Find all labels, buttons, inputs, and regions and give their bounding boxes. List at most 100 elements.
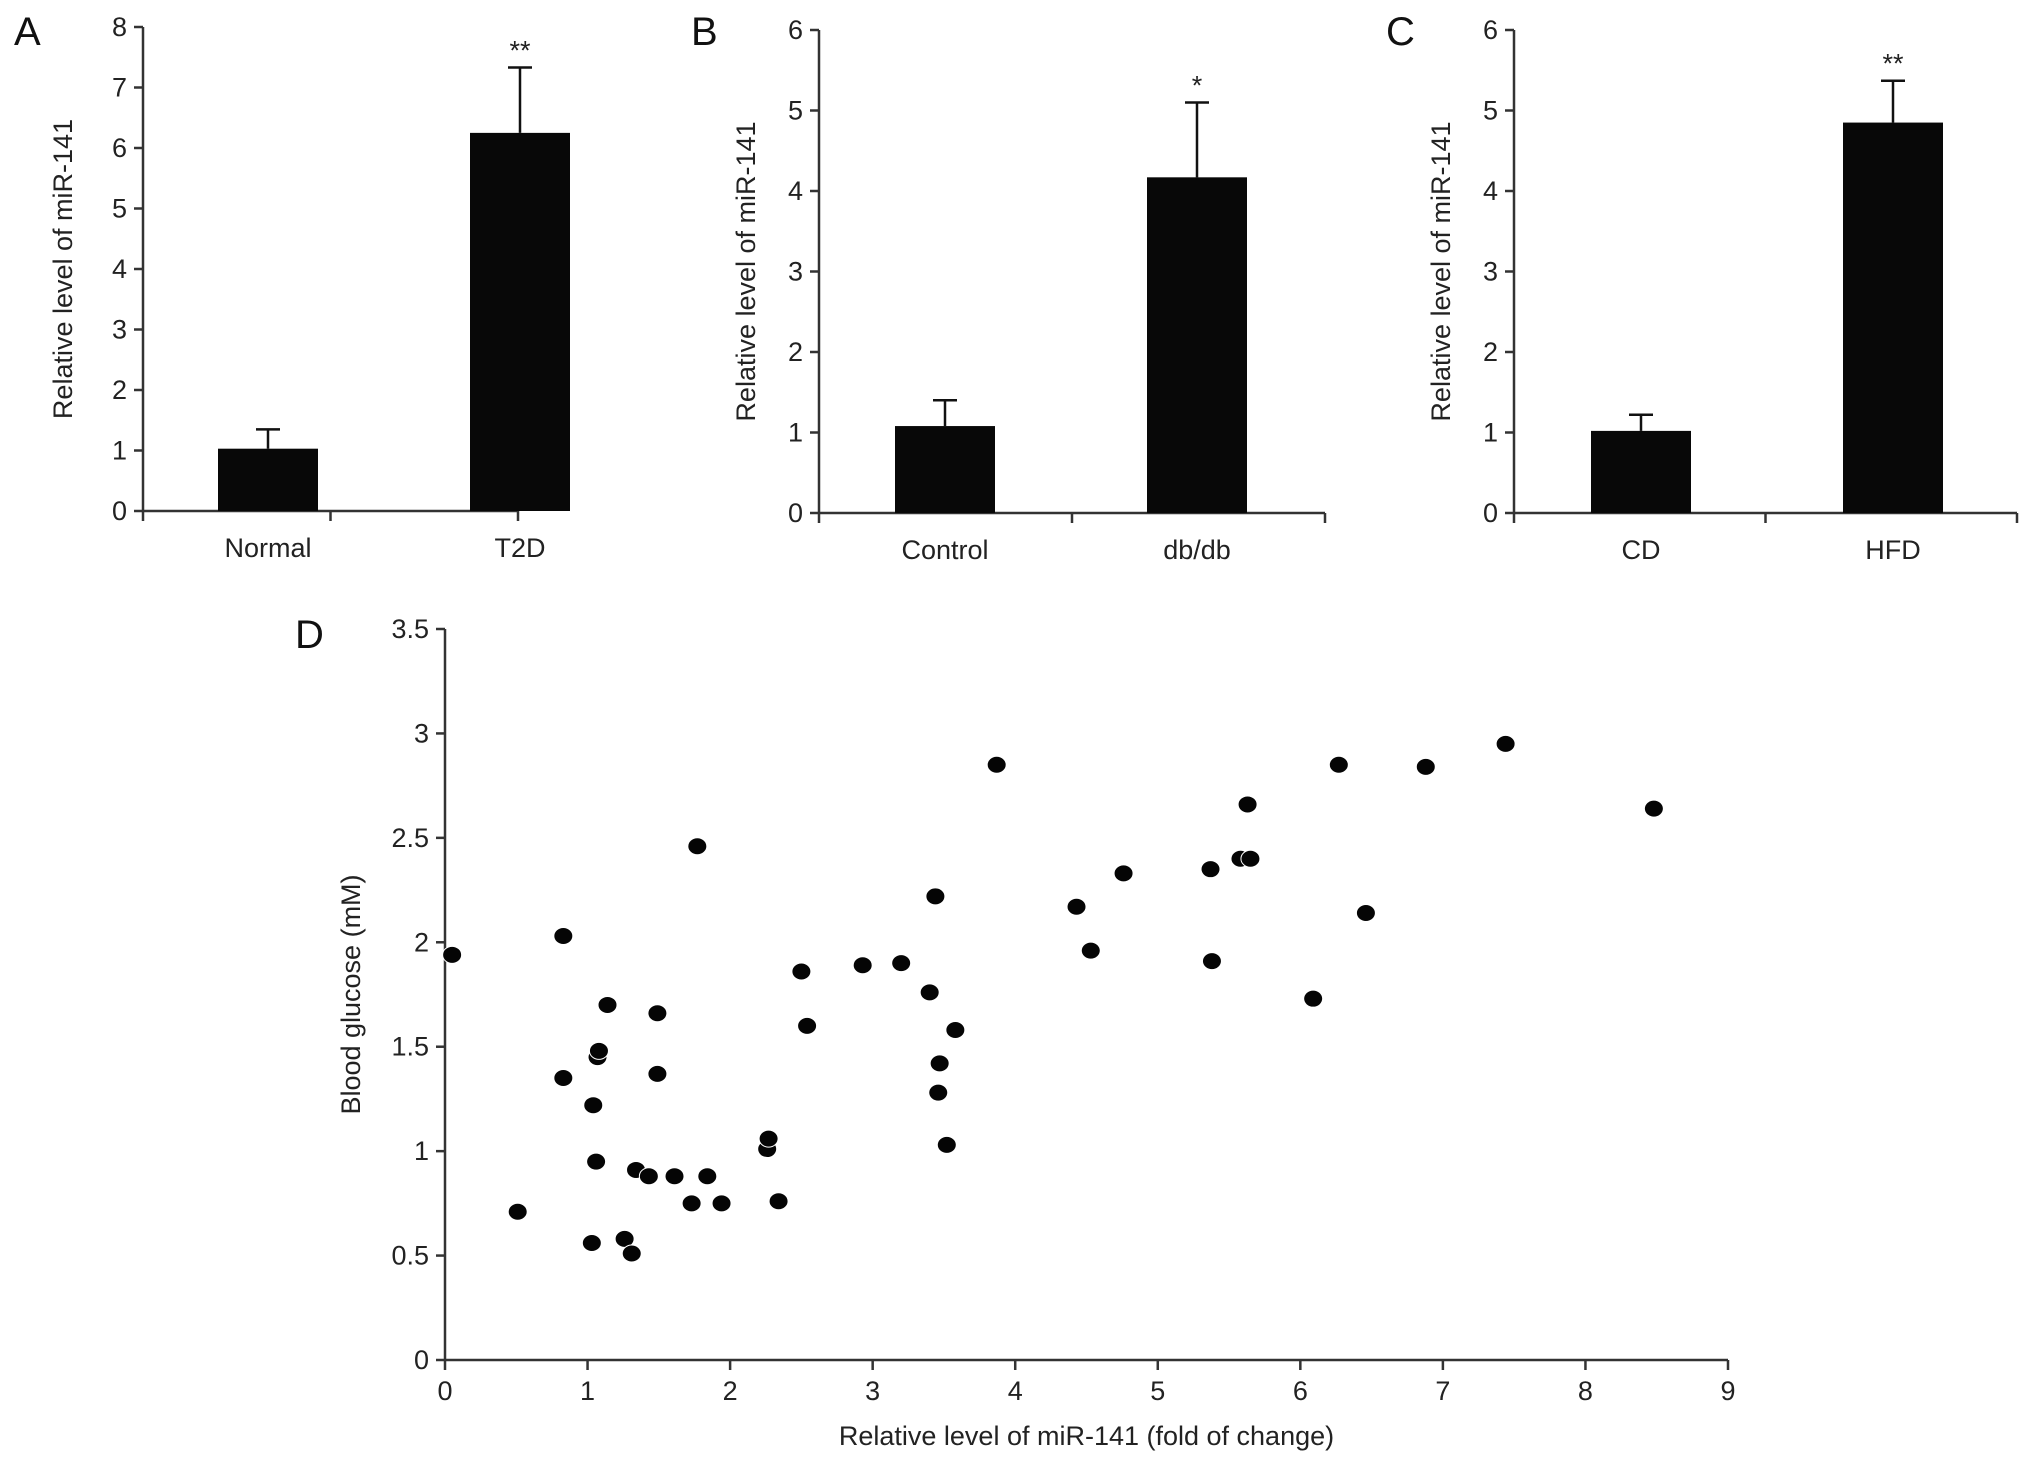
data-point [588, 1041, 609, 1060]
significance-marker: ** [509, 36, 531, 66]
y-tick-label: 5 [788, 96, 803, 126]
x-tick-label: db/db [1163, 535, 1231, 565]
x-tick-label: T2D [494, 533, 545, 563]
data-point [925, 887, 946, 906]
data-point [1200, 860, 1221, 879]
x-tick-label: Control [901, 535, 988, 565]
data-point [791, 962, 812, 981]
panel-label: C [1386, 10, 1415, 54]
y-axis-label: Blood glucose (mM) [336, 874, 366, 1114]
y-tick-label: 6 [112, 133, 127, 163]
bar-normal [218, 448, 318, 511]
data-point [553, 1069, 574, 1088]
data-point [621, 1244, 642, 1263]
data-point [583, 1096, 604, 1115]
y-tick-label: 2 [1483, 337, 1498, 367]
x-tick-label: CD [1622, 535, 1661, 565]
bar-dbdb [1147, 177, 1247, 513]
y-tick-label: 1 [112, 436, 127, 466]
panel-label: A [14, 10, 41, 54]
y-tick-label: 1 [788, 418, 803, 448]
x-tick-label: 3 [865, 1376, 880, 1406]
data-point [1113, 864, 1134, 883]
data-point [647, 1004, 668, 1023]
data-point [697, 1167, 718, 1186]
y-tick-label: 3 [414, 718, 429, 748]
x-tick-label: 4 [1008, 1376, 1023, 1406]
y-tick-label: 3.5 [391, 614, 429, 644]
data-point [638, 1167, 659, 1186]
bar-control [895, 426, 995, 513]
data-point [581, 1234, 602, 1253]
x-tick-label: 5 [1150, 1376, 1165, 1406]
y-tick-label: 3 [1483, 257, 1498, 287]
data-point [929, 1054, 950, 1073]
y-tick-label: 3 [112, 315, 127, 345]
data-point [797, 1016, 818, 1035]
data-point [711, 1194, 732, 1213]
data-point [687, 837, 708, 856]
data-point [919, 983, 940, 1002]
y-tick-label: 0 [112, 496, 127, 526]
data-point [597, 995, 618, 1014]
y-tick-label: 6 [788, 15, 803, 45]
data-point [1495, 734, 1516, 753]
y-tick-label: 4 [112, 254, 127, 284]
y-tick-label: 5 [1483, 96, 1498, 126]
y-tick-label: 4 [1483, 176, 1498, 206]
data-point [1201, 952, 1222, 971]
data-point [442, 945, 463, 964]
y-tick-label: 1 [414, 1136, 429, 1166]
data-point [768, 1192, 789, 1211]
data-point [936, 1135, 957, 1154]
y-tick-label: 0.5 [391, 1241, 429, 1271]
y-tick-label: 2.5 [391, 823, 429, 853]
data-point [553, 927, 574, 946]
significance-marker: ** [1882, 49, 1904, 79]
x-tick-label: Normal [224, 533, 311, 563]
bar-cd [1591, 430, 1691, 513]
data-point [1643, 799, 1664, 818]
y-tick-label: 2 [788, 337, 803, 367]
data-point [507, 1202, 528, 1221]
y-tick-label: 4 [788, 176, 803, 206]
data-point [852, 956, 873, 975]
significance-marker: * [1192, 70, 1203, 100]
y-axis-label: Relative level of miR-141 [48, 119, 78, 419]
panel-label: B [691, 10, 718, 54]
y-tick-label: 8 [112, 12, 127, 42]
data-point [1415, 757, 1436, 776]
data-point [647, 1064, 668, 1083]
x-tick-label: 7 [1435, 1376, 1450, 1406]
y-tick-label: 5 [112, 194, 127, 224]
y-tick-label: 7 [112, 73, 127, 103]
data-point [586, 1152, 607, 1171]
data-point [1080, 941, 1101, 960]
data-point [986, 755, 1007, 774]
data-point [928, 1083, 949, 1102]
y-tick-label: 0 [1483, 498, 1498, 528]
data-point [681, 1194, 702, 1213]
y-tick-label: 0 [414, 1345, 429, 1375]
data-point [664, 1167, 685, 1186]
y-tick-label: 2 [112, 375, 127, 405]
x-tick-label: 6 [1293, 1376, 1308, 1406]
data-point [891, 954, 912, 973]
data-point [1240, 849, 1261, 868]
y-tick-label: 3 [788, 257, 803, 287]
data-point [1328, 755, 1349, 774]
x-tick-label: 8 [1578, 1376, 1593, 1406]
x-tick-label: 1 [580, 1376, 595, 1406]
panel-label: D [295, 613, 324, 657]
x-tick-label: 0 [437, 1376, 452, 1406]
y-axis-label: Relative level of miR-141 [1426, 121, 1456, 421]
data-point [945, 1021, 966, 1040]
y-tick-label: 1.5 [391, 1032, 429, 1062]
data-point [758, 1129, 779, 1148]
data-point [1066, 897, 1087, 916]
x-tick-label: 9 [1720, 1376, 1735, 1406]
y-tick-label: 1 [1483, 418, 1498, 448]
data-point [1355, 904, 1376, 923]
x-axis-label: Relative level of miR-141 (fold of chang… [839, 1421, 1334, 1451]
